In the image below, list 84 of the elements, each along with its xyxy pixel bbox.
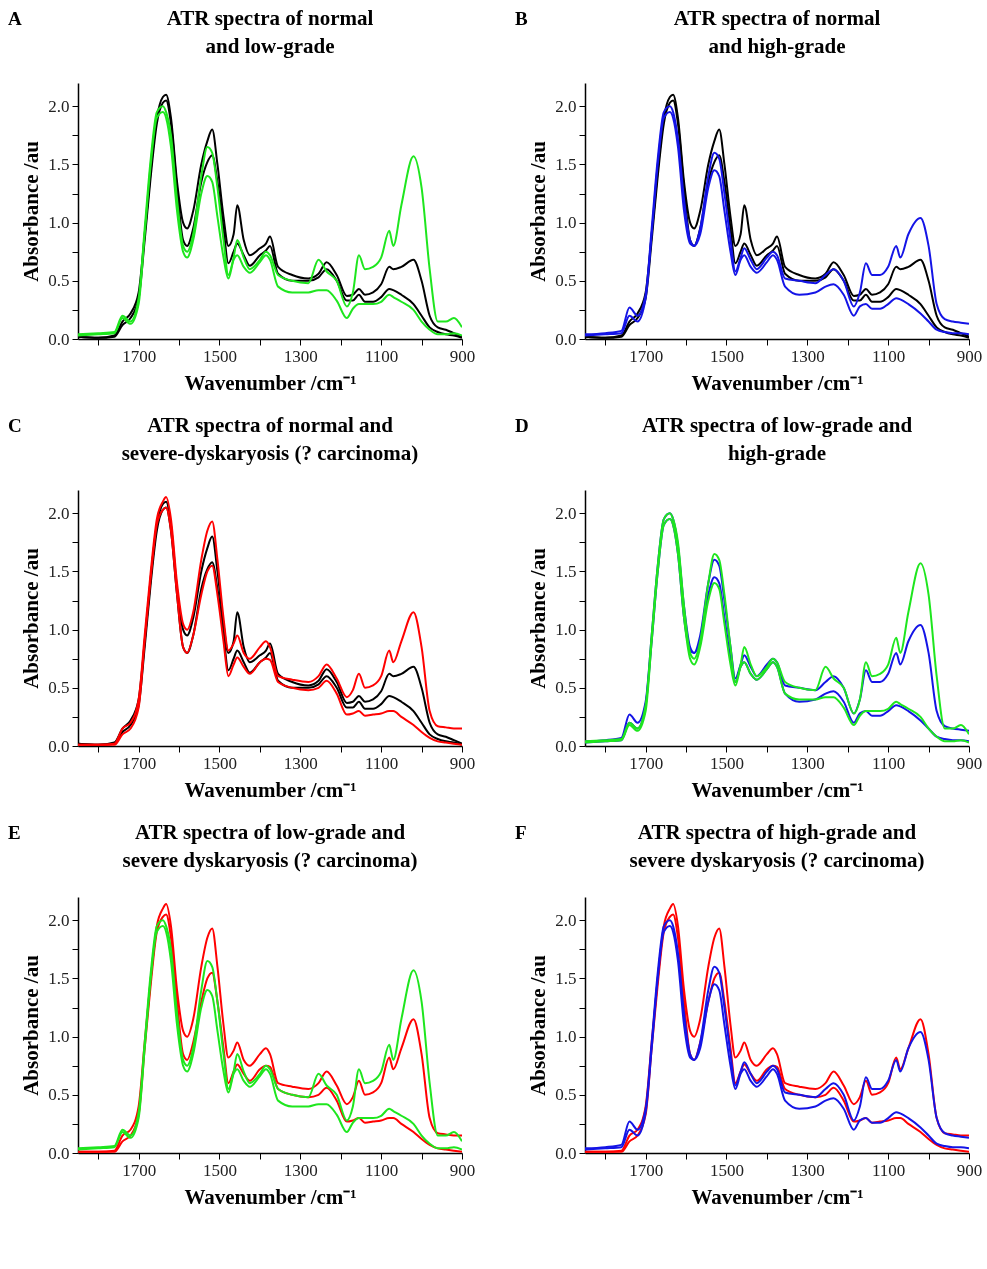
- y-axis-title: Absorbance /au: [19, 547, 44, 689]
- y-tick-label: 1.0: [555, 620, 577, 640]
- y-tick-label: 2.0: [555, 96, 577, 116]
- y-tick-label: 0.5: [48, 271, 70, 291]
- y-tick-label: 0.5: [48, 1085, 70, 1105]
- x-tick-label: 1100: [364, 1160, 399, 1180]
- x-axis-title: Wavenumber /cm⁻¹: [691, 370, 864, 395]
- x-tick-label: 1700: [629, 346, 664, 366]
- x-tick-label: 1700: [122, 346, 157, 366]
- x-tick-label: 1300: [283, 346, 318, 366]
- x-tick-label: 1500: [202, 1160, 237, 1180]
- y-tick-label: 1.5: [555, 968, 577, 988]
- y-tick-label: 2.0: [555, 910, 577, 930]
- x-tick-label: 900: [956, 346, 983, 366]
- y-tick-label: 0.0: [555, 1143, 577, 1163]
- chart-title: ATR spectra of normal and severe-dyskaryosis (? carcinoma): [121, 413, 419, 465]
- y-axis-title: Absorbance /au: [526, 954, 551, 1096]
- y-tick-label: 1.0: [555, 1027, 577, 1047]
- y-tick-label: 0.0: [48, 329, 70, 349]
- text: A: [8, 8, 22, 29]
- y-tick-label: 0.5: [555, 271, 577, 291]
- y-tick-label: 1.5: [48, 561, 70, 581]
- x-tick-label: 1500: [202, 753, 237, 773]
- y-tick-label: 0.5: [555, 678, 577, 698]
- x-tick-label: 1500: [202, 346, 237, 366]
- y-tick-label: 1.5: [555, 154, 577, 174]
- y-tick-label: 1.5: [48, 154, 70, 174]
- text: C: [8, 415, 22, 436]
- y-axis-title: Absorbance /au: [19, 954, 44, 1096]
- y-axis-title: Absorbance /au: [526, 547, 551, 689]
- x-tick-label: 1500: [709, 346, 744, 366]
- x-tick-label: 1100: [871, 1160, 906, 1180]
- x-tick-label: 1700: [629, 753, 664, 773]
- x-tick-label: 1500: [709, 1160, 744, 1180]
- x-tick-label: 1100: [871, 753, 906, 773]
- x-tick-label: 1700: [629, 1160, 664, 1180]
- x-tick-label: 1300: [283, 1160, 318, 1180]
- x-tick-label: 900: [449, 753, 476, 773]
- chart-title: ATR spectra of low-grade and high-grade: [641, 413, 913, 465]
- x-axis-title: Wavenumber /cm⁻¹: [184, 777, 357, 802]
- x-tick-label: 900: [956, 753, 983, 773]
- x-axis-title: Wavenumber /cm⁻¹: [691, 777, 864, 802]
- x-tick-label: 1300: [790, 1160, 825, 1180]
- x-tick-label: 1300: [283, 753, 318, 773]
- y-axis-title: Absorbance /au: [19, 140, 44, 282]
- x-tick-label: 1100: [364, 753, 399, 773]
- x-tick-label: 900: [956, 1160, 983, 1180]
- x-tick-label: 1100: [364, 346, 399, 366]
- y-tick-label: 0.0: [48, 1143, 70, 1163]
- x-axis-title: Wavenumber /cm⁻¹: [184, 1184, 357, 1209]
- y-tick-label: 0.0: [555, 736, 577, 756]
- y-tick-label: 2.0: [48, 96, 70, 116]
- y-tick-label: 2.0: [48, 910, 70, 930]
- y-tick-label: 0.0: [555, 329, 577, 349]
- x-tick-label: 1700: [122, 1160, 157, 1180]
- chart-title: ATR spectra of normal and low-grade: [166, 6, 374, 58]
- x-tick-label: 1300: [790, 346, 825, 366]
- chart-title: ATR spectra of normal and high-grade: [673, 6, 881, 58]
- x-tick-label: 1700: [122, 753, 157, 773]
- x-tick-label: 1100: [871, 346, 906, 366]
- y-axis-title: Absorbance /au: [526, 140, 551, 282]
- x-axis-title: Wavenumber /cm⁻¹: [691, 1184, 864, 1209]
- y-tick-label: 0.0: [48, 736, 70, 756]
- text: B: [515, 8, 528, 29]
- text: D: [515, 415, 529, 436]
- chart-title: ATR spectra of high-grade and severe dyskaryosis (? carcinoma): [629, 820, 925, 872]
- chart-title: ATR spectra of low-grade and severe dyskaryosis (? carcinoma): [122, 820, 418, 872]
- x-axis-title: Wavenumber /cm⁻¹: [184, 370, 357, 395]
- y-tick-label: 0.5: [555, 1085, 577, 1105]
- y-tick-label: 2.0: [555, 503, 577, 523]
- y-tick-label: 0.5: [48, 678, 70, 698]
- y-tick-label: 1.0: [48, 620, 70, 640]
- y-tick-label: 1.5: [48, 968, 70, 988]
- y-tick-label: 1.0: [555, 213, 577, 233]
- x-tick-label: 1300: [790, 753, 825, 773]
- text: F: [515, 822, 527, 843]
- x-tick-label: 1500: [709, 753, 744, 773]
- text: E: [8, 822, 21, 843]
- y-tick-label: 1.0: [48, 1027, 70, 1047]
- x-tick-label: 900: [449, 346, 476, 366]
- x-tick-label: 900: [449, 1160, 476, 1180]
- y-tick-label: 1.5: [555, 561, 577, 581]
- y-tick-label: 2.0: [48, 503, 70, 523]
- y-tick-label: 1.0: [48, 213, 70, 233]
